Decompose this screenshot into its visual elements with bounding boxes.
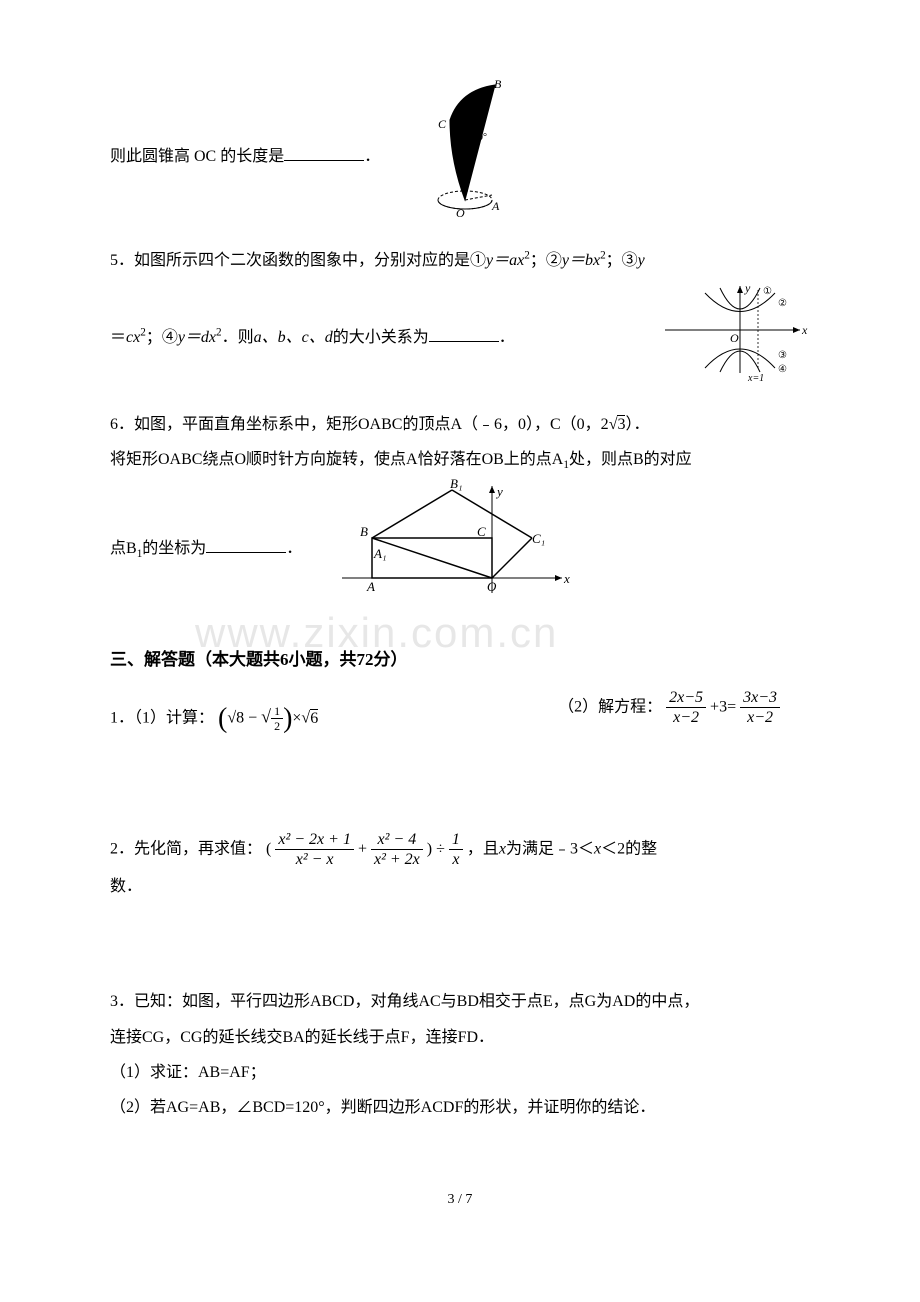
q4-period: ． [364,148,380,165]
svg-text:B: B [494,80,502,91]
question-5: 5．如图所示四个二次函数的图象中，分别对应的是①y＝ax2；②y＝bx2；③y … [110,243,810,396]
q5-eq3: cx [126,329,140,346]
q5-sep3: ；④ [146,329,178,346]
svg-text:x: x [563,571,570,586]
half-num: 1 [271,704,283,719]
lhs-num: 2x−5 [666,688,706,708]
q3-1-p2-label: （2）解方程： [558,699,662,716]
svg-text:y: y [495,484,503,499]
svg-text:A: A [491,199,500,213]
svg-text:A: A [366,579,375,594]
question-4: 则此圆锥高 OC 的长度是 ． B C 120° O A [110,80,810,233]
f1n: x² − 2x + 1 [275,830,354,850]
svg-text:y: y [744,281,751,295]
q3-2-prefix: 2．先化简，再求值： [110,840,262,857]
q3-2-s1: 为满足﹣3＜ [506,840,594,857]
parabolas-figure: y x O ① ② ③ ④ x=1 [660,278,810,396]
svg-text:x: x [801,323,808,337]
q5-eq3v: y [638,252,645,269]
f3n: 1 [449,830,463,850]
q6-l3s: 的坐标为 [142,540,206,557]
svg-text:O: O [730,331,739,345]
q6-prefix: 6．如图，平面直角坐标系中，矩形OABC的顶点A（﹣6，0），C（0，2 [110,416,609,433]
q5-mid: ．则 [222,329,254,346]
q6-sqrt3: √3 [609,415,626,433]
q5-prefix: 5．如图所示四个二次函数的图象中，分别对应的是① [110,252,486,269]
svg-text:B: B [360,524,368,539]
svg-text:①: ① [763,286,772,297]
q5-sep2: ；③ [606,252,638,269]
q5-blank [429,326,499,342]
q5-eq2: y＝bx [562,252,600,269]
svg-text:C: C [438,117,447,131]
question-3-2: 2．先化简，再求值： ( x² − 2x + 1x² − x + x² − 4x… [110,830,810,905]
f2n: x² − 4 [371,830,423,850]
question-6: 6．如图，平面直角坐标系中，矩形OABC的顶点A（﹣6，0），C（0，2√3）．… [110,407,810,621]
q3-3-l3: （1）求证：AB=AF； [110,1055,810,1090]
plus: + [358,840,371,857]
svg-text:O: O [487,579,497,594]
q3-1-part2: （2）解方程： 2x−5x−2 +3= 3x−3x−2 [558,688,780,750]
q5-eq4: y＝dx [178,329,216,346]
q5-eq1: y＝ax [486,252,524,269]
q3-1-part1: 1．（1）计算： (√8 − √12)×√6 [110,688,318,750]
q3-3-l2: 连接CG，CG的延长线交BA的延长线于点F，连接FD． [110,1020,810,1055]
svg-text:B₁: B₁ [450,478,462,491]
question-3-3: 3．已知：如图，平行四边形ABCD，对角线AC与BD相交于点E，点G为AD的中点… [110,984,810,1125]
svg-text:A₁: A₁ [373,546,386,561]
q5-l2p: ＝ [110,329,126,346]
q4-prefix: 则此圆锥高 OC 的长度是 [110,148,284,165]
cone-figure: B C 120° O A [420,80,530,233]
q3-2-mid: ，且 [467,840,499,857]
svg-text:④: ④ [778,364,787,375]
rect-figure: B₁ y B C A₁ C₁ A O x [332,478,582,621]
q3-2-s2: ＜2的整 [601,840,657,857]
rhs-den: x−2 [740,708,780,727]
q3-2-x: x [499,840,506,857]
page-number: 3 / 7 [110,1185,810,1216]
q6-l3p: 点B [110,540,137,557]
q5-suffix: 的大小关系为 [333,329,429,346]
q6-period: ． [286,540,302,557]
q6-l2s: 处，则点B的对应 [569,451,692,468]
q5-period: ． [499,329,515,346]
svg-text:C: C [477,524,486,539]
q4-blank [284,145,364,161]
q6-l2: 将矩形OABC绕点O顺时针方向旋转，使点A恰好落在OB上的点A [110,451,563,468]
f1d: x² − x [275,850,354,869]
q6-blank [206,537,286,553]
div: ÷ [436,840,449,857]
svg-text:120°: 120° [468,132,487,143]
svg-text:C₁: C₁ [532,531,545,546]
lhs-den: x−2 [666,708,706,727]
q5-vars: a、b、c、d [254,329,333,346]
rhs-num: 3x−3 [740,688,780,708]
plus3: +3= [710,699,736,716]
q6-after: ）． [625,416,649,433]
q3-3-l4: （2）若AG=AB，∠BCD=120°，判断四边形ACDF的形状，并证明你的结论… [110,1090,810,1125]
svg-text:②: ② [778,298,787,309]
svg-text:O: O [456,206,465,220]
q4-text: 则此圆锥高 OC 的长度是 ． [110,139,380,174]
q3-2-l2: 数． [110,869,810,904]
q3-1-p1-label: （1）计算： [134,710,214,727]
q3-1-label: 1． [110,710,134,727]
q5-sep1: ；② [530,252,562,269]
f2d: x² + 2x [371,850,423,869]
section-3-title: 三、解答题（本大题共6小题，共72分） [110,641,810,678]
q3-3-l1: 3．已知：如图，平行四边形ABCD，对角线AC与BD相交于点E，点G为AD的中点… [110,984,810,1019]
svg-text:③: ③ [778,350,787,361]
half-den: 2 [271,719,283,733]
question-3-1: 1．（1）计算： (√8 − √12)×√6 （2）解方程： 2x−5x−2 +… [110,688,810,750]
svg-text:x=1: x=1 [747,373,764,383]
f3d: x [449,850,463,869]
